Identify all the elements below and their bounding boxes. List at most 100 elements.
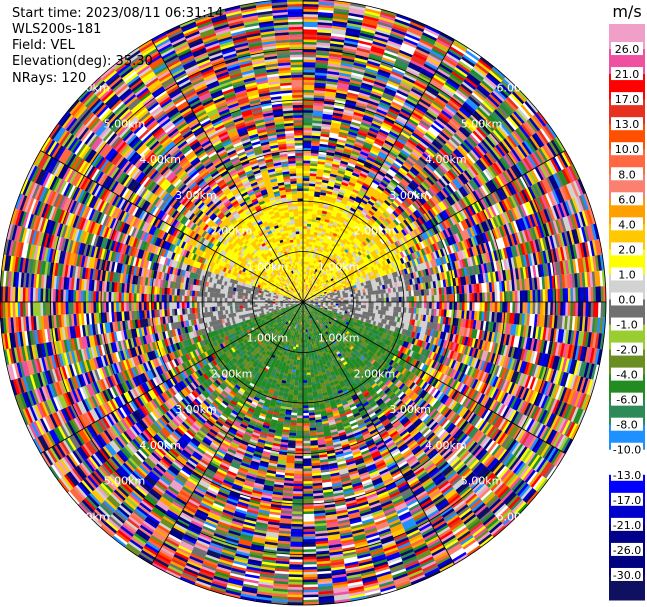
range-gate [381,302,385,307]
range-gate [340,121,351,127]
range-gate [312,110,324,114]
range-gate [329,134,339,139]
range-gate [310,254,313,258]
range-gate [303,18,318,23]
range-gate [327,63,341,68]
range-gate [338,298,342,301]
range-gate [330,40,345,46]
range-gate [363,298,367,302]
range-gate [303,263,305,267]
range-gate [305,276,307,280]
range-gate [303,87,315,91]
range-gate [303,41,317,45]
range-gate [363,12,380,20]
range-gate [347,19,363,26]
range-gate [373,302,377,306]
range-gate [303,23,318,28]
range-gate [303,39,317,43]
range-gate [358,39,373,46]
range-gate [349,4,366,11]
range-gate [324,164,332,169]
range-gate [335,92,348,97]
range-gate [371,298,374,302]
range-gate [311,257,315,261]
range-gate [303,77,315,81]
range-gate [307,277,310,280]
range-gate [305,286,307,290]
range-gate [315,181,322,185]
range-gate [326,75,339,80]
range-gate [335,97,347,102]
range-gate [308,185,316,189]
range-gate [303,291,305,295]
range-gate [345,101,356,107]
range-gate [303,124,313,128]
range-gate [304,271,307,275]
range-gate [413,302,417,308]
range-gate [305,261,308,265]
range-gate [303,21,318,25]
range-gate [329,45,344,51]
range-gate [312,125,322,129]
range-gate [307,254,311,258]
range-gate [366,302,369,306]
range-gate [303,127,313,131]
range-gate [360,27,376,34]
range-gate [314,191,321,195]
range-gate [347,17,363,23]
range-gate [337,84,349,90]
range-gate [306,266,309,270]
range-gate [303,261,306,265]
range-gate [304,281,307,285]
range-gate [303,185,310,189]
range-gate [309,267,313,271]
range-gate [303,258,306,262]
range-gate [312,241,316,246]
ppi-velocity-plot: 1.00km1.00km1.00km1.00km2.00km2.00km2.00… [0,0,607,606]
range-gate [305,292,307,295]
range-gate [305,274,308,278]
range-gate [383,302,387,307]
range-gate [326,80,338,85]
range-gate [304,291,306,295]
range-gate [333,156,342,161]
range-gate [303,54,316,58]
range-gate [304,284,306,287]
range-gate [306,241,310,245]
range-gate [364,10,381,17]
range-gate [315,183,322,188]
range-gate [331,119,342,125]
range-gate [340,64,353,70]
range-gate [303,26,318,30]
range-gate [312,206,319,210]
range-gate [368,302,372,306]
range-gate [340,59,354,65]
range-gate [352,64,366,71]
range-gate [309,238,313,243]
range-gate [337,79,350,85]
range-gate [303,205,308,209]
range-gate [346,94,358,100]
range-gate [310,165,318,169]
range-gate [308,274,311,278]
range-gate [330,168,339,173]
range-gate [328,58,342,63]
range-gate [303,253,306,257]
range-gate [313,249,317,254]
range-gate [315,219,321,223]
range-gate [310,158,319,162]
range-gate [303,107,314,111]
range-gate [309,183,316,187]
range-gate [341,118,352,124]
range-gate [303,137,312,141]
range-gate [309,269,312,273]
range-gate [303,162,311,166]
range-gate [333,10,349,16]
range-gate [303,175,310,179]
range-gate [358,302,362,306]
range-gate [303,109,314,113]
range-gate [312,213,317,218]
range-gate [327,65,341,71]
range-gate [303,74,315,78]
range-gate [336,143,345,149]
